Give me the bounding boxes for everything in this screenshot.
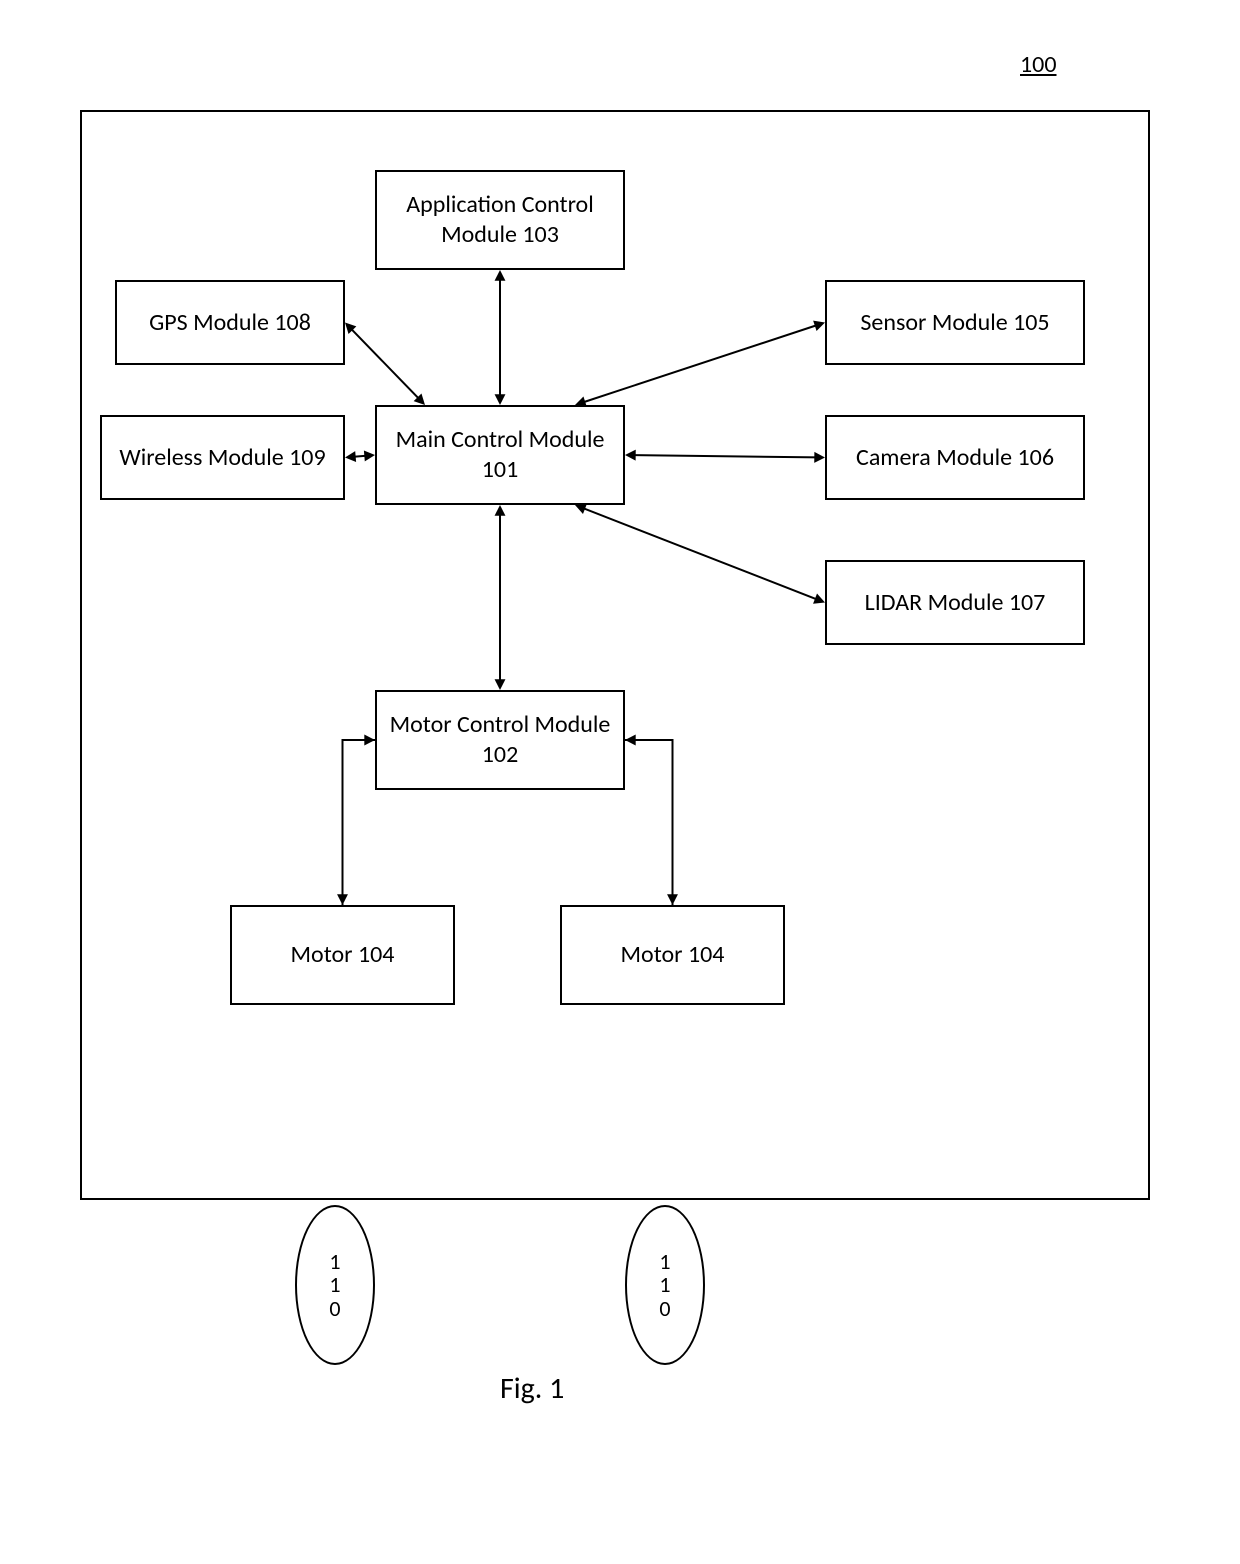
figure-caption: Fig. 1 <box>500 1370 564 1407</box>
wheel-left: 110 <box>295 1205 375 1365</box>
diagram-canvas: 100 Application Control Module 103 GPS M… <box>0 0 1240 1564</box>
node-motor-right: Motor 104 <box>560 905 785 1005</box>
system-outer-box <box>80 110 1150 1200</box>
node-motor-control: Motor Control Module 102 <box>375 690 625 790</box>
node-wireless: Wireless Module 109 <box>100 415 345 500</box>
node-lidar: LIDAR Module 107 <box>825 560 1085 645</box>
node-gps: GPS Module 108 <box>115 280 345 365</box>
node-camera: Camera Module 106 <box>825 415 1085 500</box>
node-motor-left: Motor 104 <box>230 905 455 1005</box>
page-reference-number: 100 <box>1020 50 1057 79</box>
node-sensor: Sensor Module 105 <box>825 280 1085 365</box>
wheel-right: 110 <box>625 1205 705 1365</box>
node-main-control: Main Control Module 101 <box>375 405 625 505</box>
node-application-control: Application Control Module 103 <box>375 170 625 270</box>
